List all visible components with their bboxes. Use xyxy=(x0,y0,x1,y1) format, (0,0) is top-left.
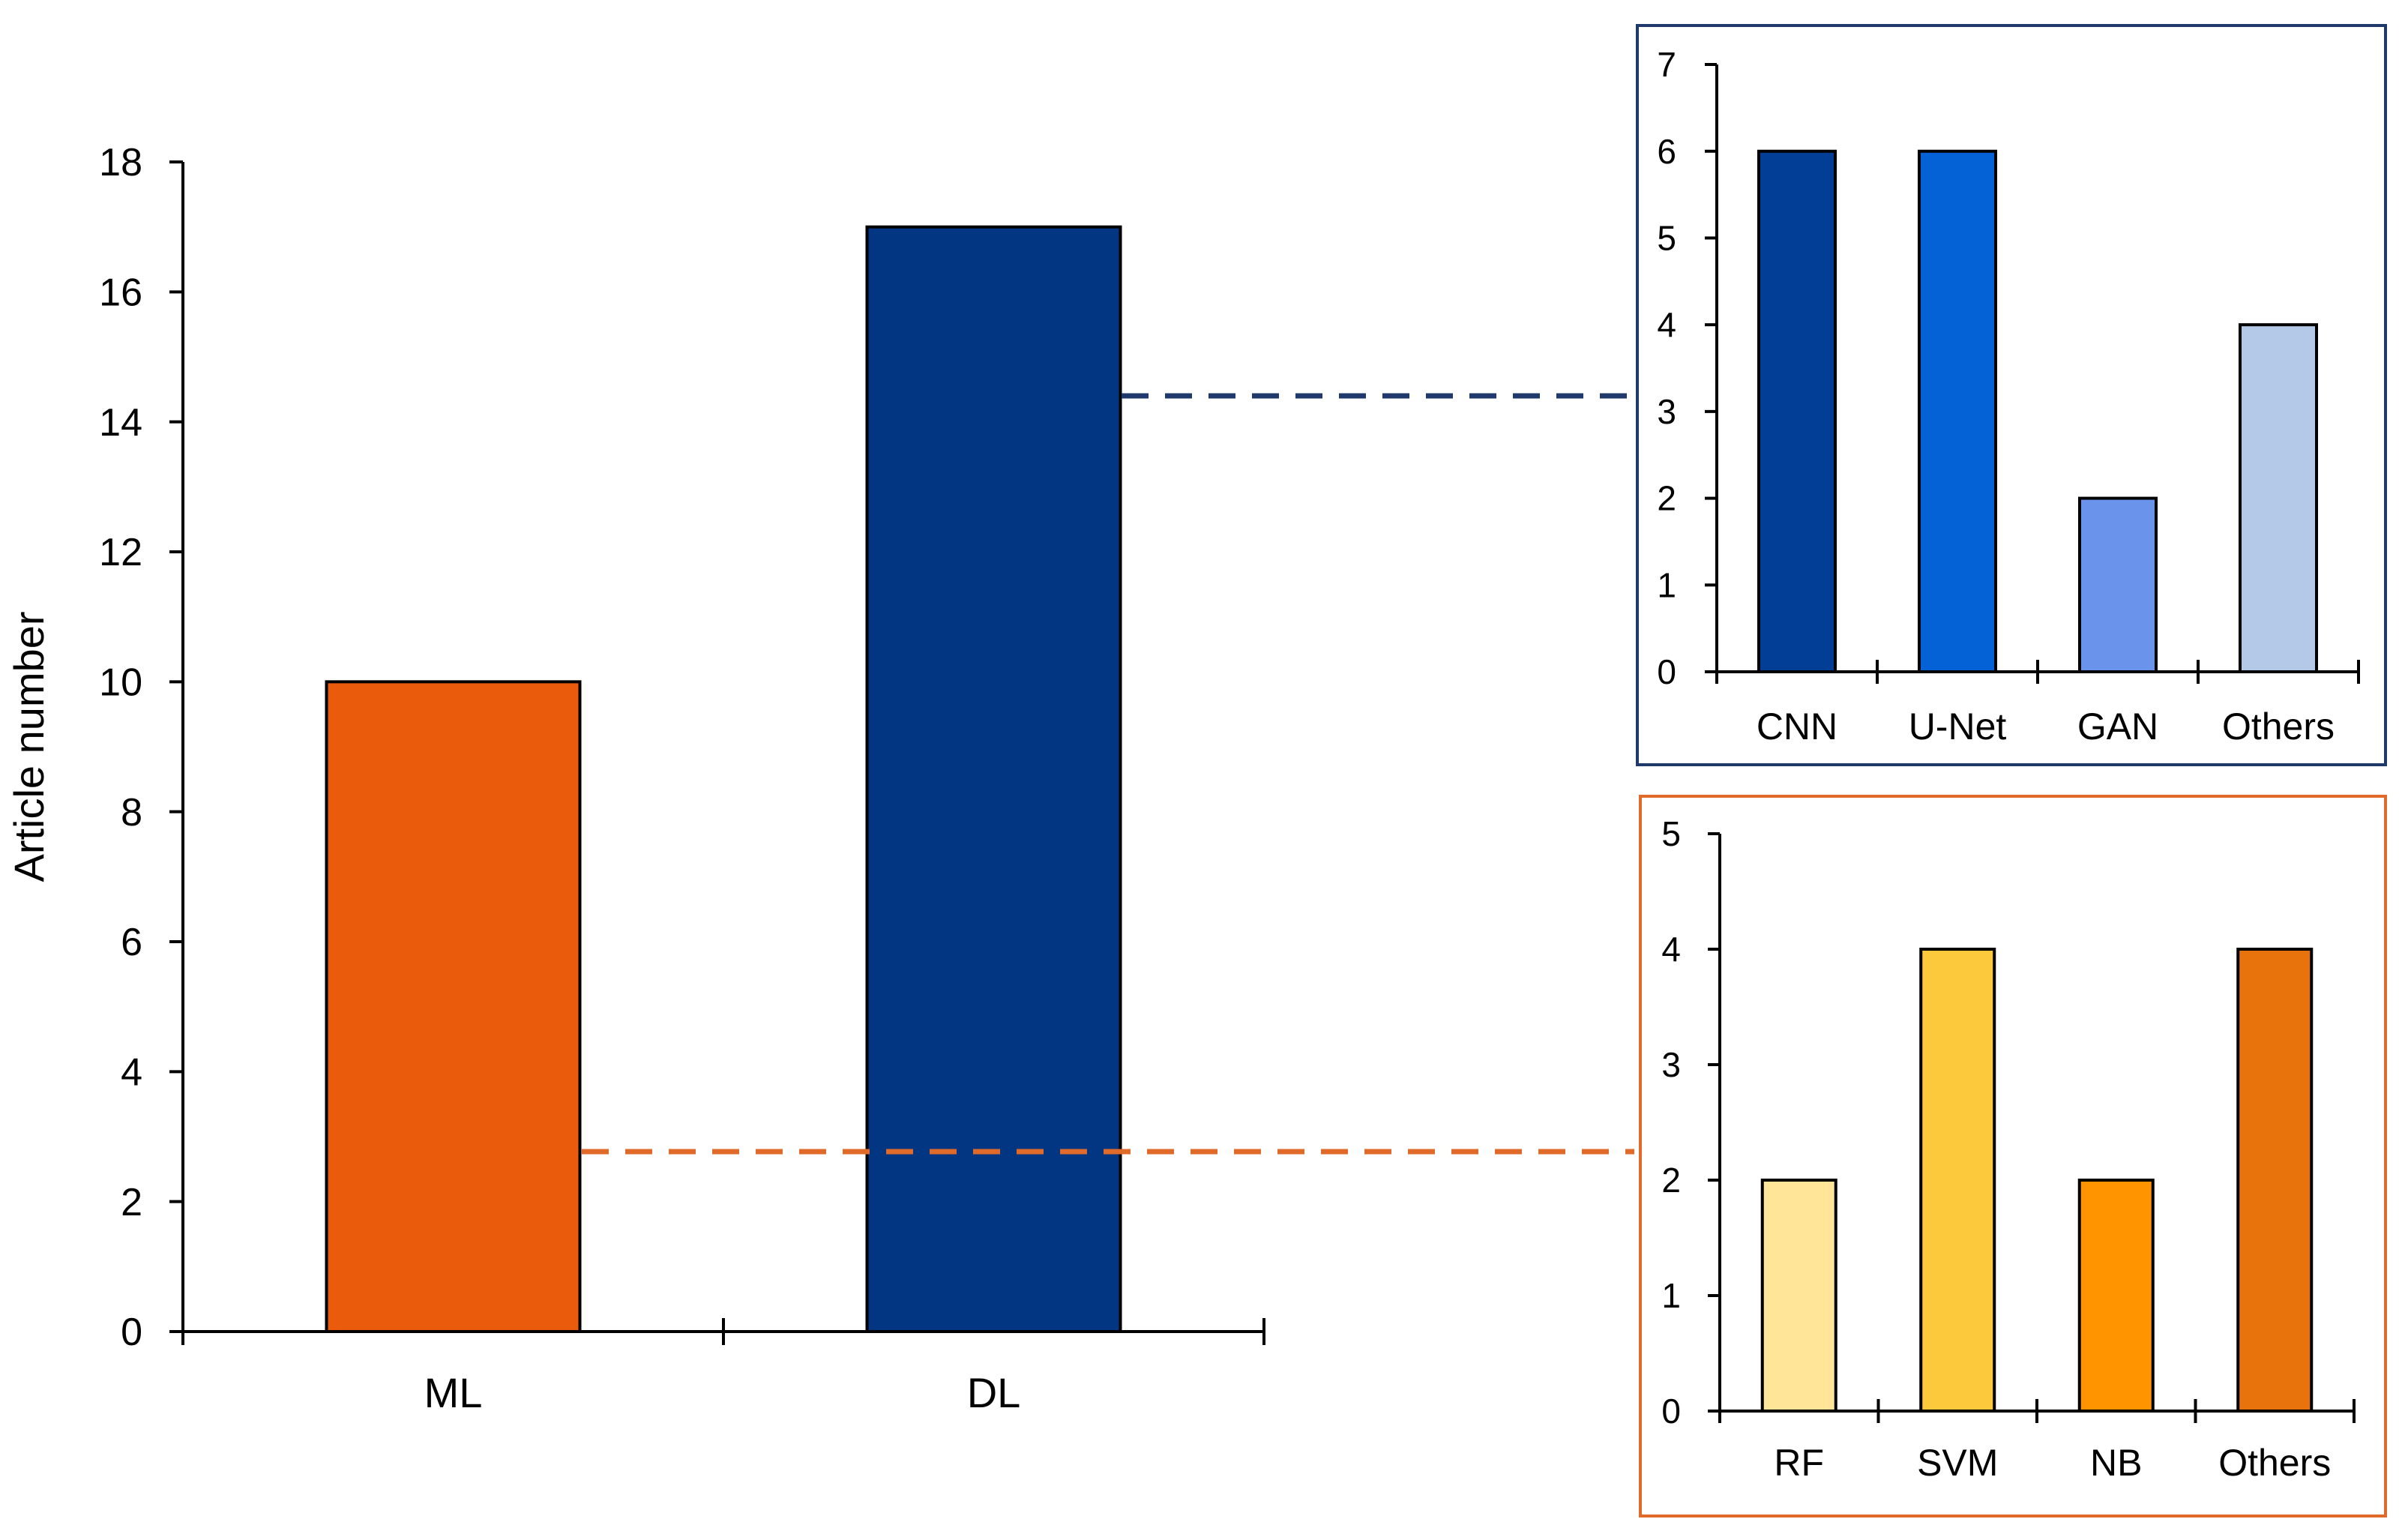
ml-breakdown-category-label: Others xyxy=(2218,1442,2331,1484)
main-category-label: DL xyxy=(967,1369,1021,1416)
ml-breakdown-frame xyxy=(1639,795,2387,1518)
dl-breakdown-y-tick-label: 6 xyxy=(1657,132,1676,171)
ml-breakdown-bar-others xyxy=(2236,948,2314,1413)
dl-breakdown-category-label: CNN xyxy=(1757,706,1837,748)
main-y-tick-label: 14 xyxy=(99,401,142,445)
dl-breakdown-y-tick-label: 2 xyxy=(1657,479,1676,518)
ml-breakdown-category-label: RF xyxy=(1774,1442,1824,1484)
ml-breakdown-bar-rf xyxy=(1760,1179,1837,1413)
dl-breakdown-category-label: U-Net xyxy=(1909,706,2007,748)
ml-breakdown-bar-svm xyxy=(1919,948,1996,1413)
dl-breakdown-y-tick-label: 0 xyxy=(1657,652,1676,691)
dl-breakdown-bar-others xyxy=(2239,323,2318,673)
main-bar-dl xyxy=(865,225,1122,1334)
main-y-tick-label: 4 xyxy=(121,1051,142,1095)
main-bar-ml xyxy=(325,680,582,1333)
main-y-tick-label: 12 xyxy=(99,531,142,574)
main-y-axis-title: Article number xyxy=(5,611,52,882)
main-y-tick-label: 0 xyxy=(121,1311,142,1354)
main-y-tick-label: 8 xyxy=(121,791,142,834)
dl-breakdown-y-tick-label: 1 xyxy=(1657,565,1676,604)
ml-breakdown-chart: 0 1 2 3 4 5 RF SVM NB Others xyxy=(1639,795,2387,1518)
dl-breakdown-bar-u-net xyxy=(1918,149,1997,673)
dl-breakdown-y-tick-label: 4 xyxy=(1657,305,1676,344)
dl-breakdown-category-label: GAN xyxy=(2077,706,2158,748)
dl-breakdown-y-tick-label: 5 xyxy=(1657,219,1676,258)
dl-breakdown-y-tick-label: 3 xyxy=(1657,392,1676,431)
ml-breakdown-y-tick-label: 5 xyxy=(1661,814,1681,853)
ml-breakdown-y-tick-label: 3 xyxy=(1661,1045,1681,1084)
dl-breakdown-category-label: Others xyxy=(2222,706,2335,748)
ml-breakdown-category-label: NB xyxy=(2090,1442,2142,1484)
ml-breakdown-y-tick-label: 0 xyxy=(1661,1392,1681,1431)
connector-lines xyxy=(582,393,1634,1155)
ml-breakdown-y-tick-label: 4 xyxy=(1661,930,1681,969)
dl-breakdown-chart: 0 1 2 3 4 5 6 7 CNN U-Net GAN Others xyxy=(1636,24,2387,766)
ml-breakdown-category-label: SVM xyxy=(1917,1442,1998,1484)
ml-breakdown-y-tick-label: 1 xyxy=(1661,1276,1681,1315)
main-y-tick-label: 10 xyxy=(99,661,142,705)
main-chart: 0 2 4 6 8 10 12 14 16 18 ML DL Article number xyxy=(5,141,1265,1416)
ml-breakdown-y-tick-label: 2 xyxy=(1661,1161,1681,1200)
ml-breakdown-bar-nb xyxy=(2077,1179,2155,1413)
main-y-tick-label: 16 xyxy=(99,271,142,315)
main-y-tick-label: 18 xyxy=(99,141,142,184)
dl-breakdown-bar-cnn xyxy=(1757,149,1837,673)
main-category-label: ML xyxy=(424,1369,483,1416)
main-y-tick-label: 6 xyxy=(121,921,142,964)
main-y-tick-label: 2 xyxy=(121,1181,142,1224)
dl-breakdown-frame xyxy=(1636,24,2387,766)
dl-breakdown-bar-gan xyxy=(2078,496,2158,673)
dl-breakdown-y-tick-label: 7 xyxy=(1657,45,1676,84)
